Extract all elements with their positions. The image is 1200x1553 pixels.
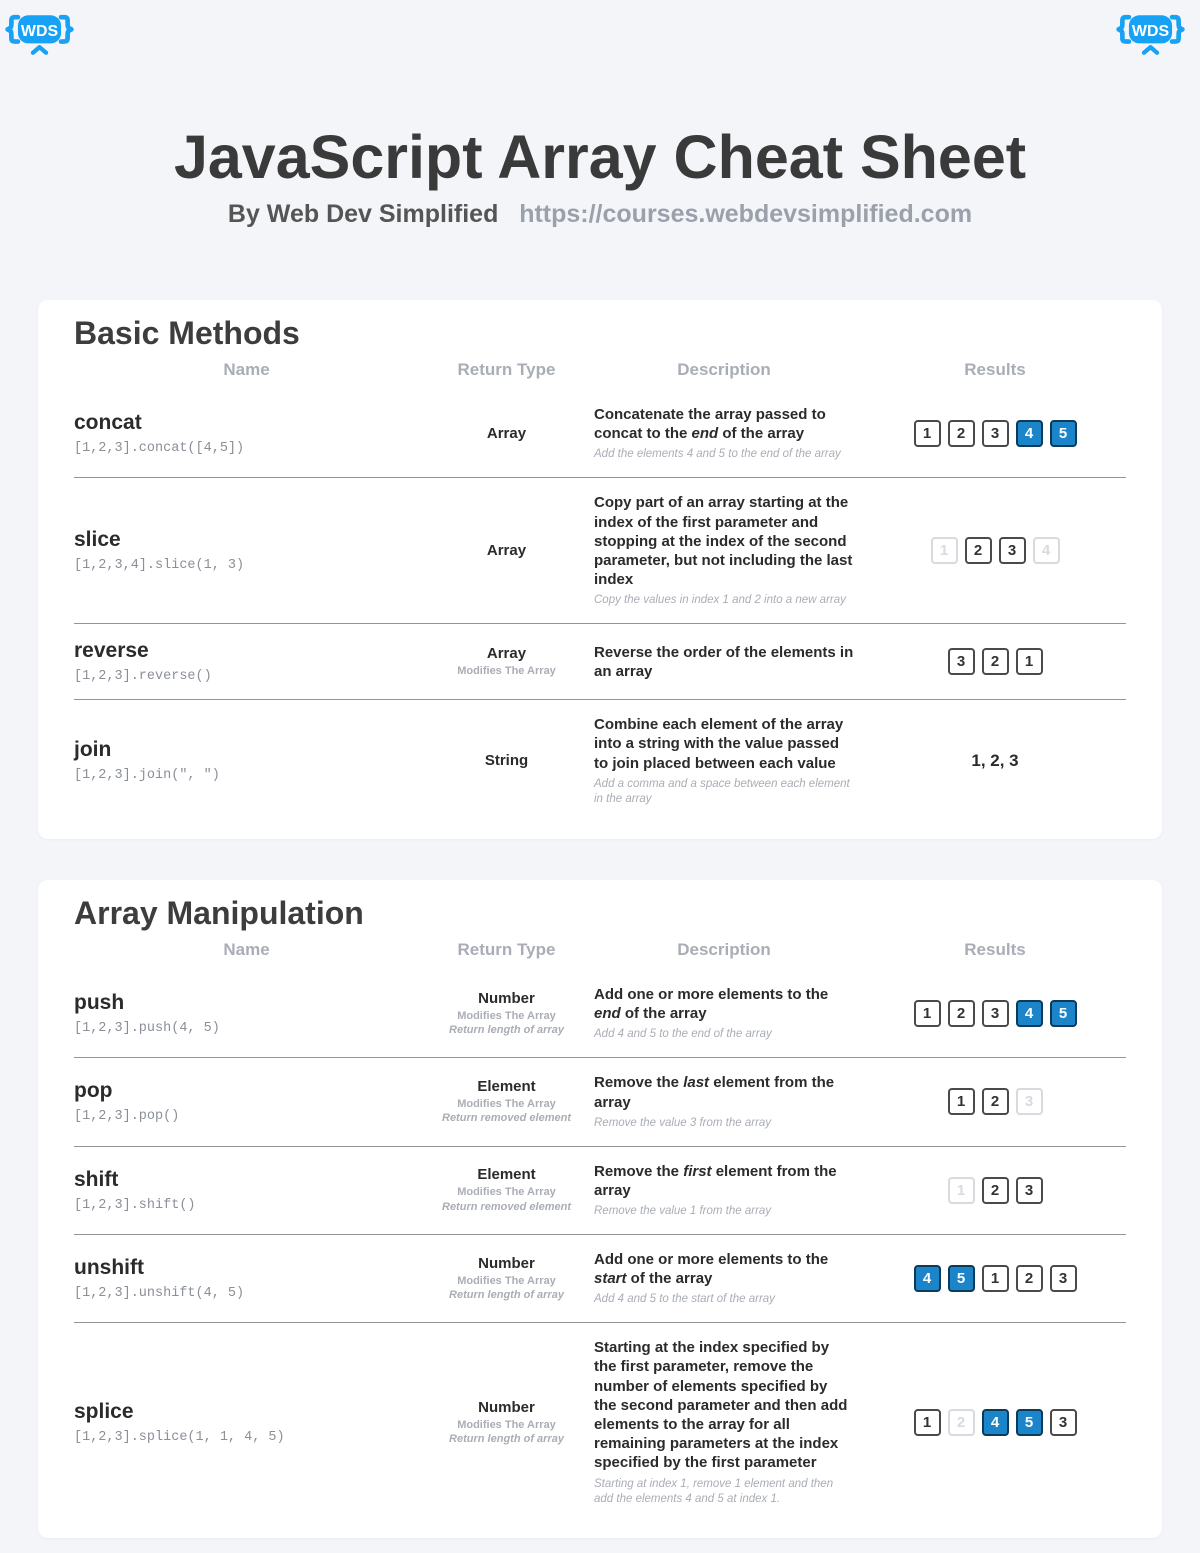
svg-text:WDS: WDS <box>21 23 58 40</box>
svg-text:WDS: WDS <box>1132 23 1169 40</box>
